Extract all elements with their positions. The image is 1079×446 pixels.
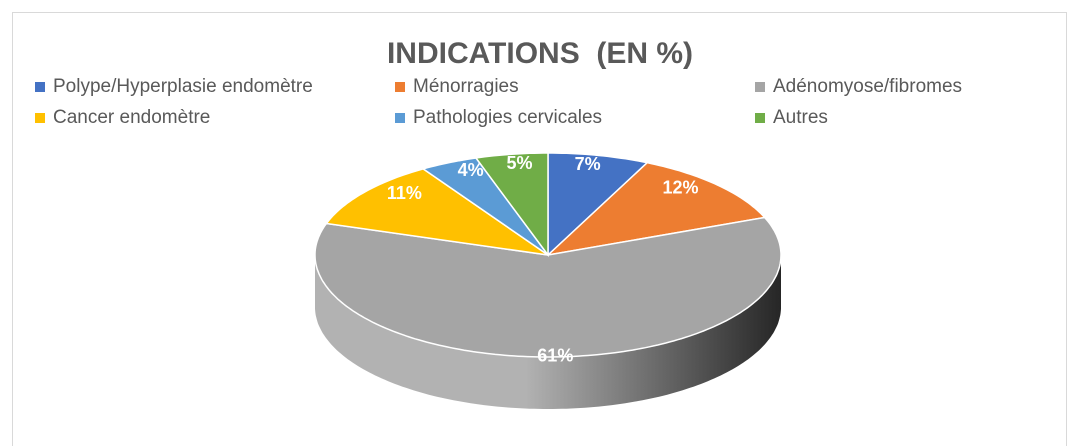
data-label: 5% [507, 153, 533, 173]
legend-label: Autres [773, 107, 828, 128]
legend-label: Adénomyose/fibromes [773, 76, 962, 97]
slice-side [315, 255, 781, 409]
pie-slice [474, 152, 549, 258]
legend-swatch [35, 82, 45, 92]
legend-swatch [35, 113, 45, 123]
pie-slice [421, 157, 549, 256]
legend-label: Ménorragies [413, 76, 519, 97]
data-label: 11% [387, 183, 422, 203]
legend-swatch [395, 82, 405, 92]
pie-slice [314, 216, 782, 358]
data-label: 12% [662, 177, 698, 197]
legend-swatch [395, 113, 405, 123]
pie-slice [545, 161, 767, 257]
data-label: 61% [537, 346, 573, 366]
chart-title: INDICATIONS (EN %) [387, 37, 693, 70]
data-label: 4% [458, 160, 484, 180]
legend-label: Pathologies cervicales [413, 107, 602, 128]
pie-slice [325, 168, 549, 256]
pie-slice [547, 152, 649, 257]
legend-label: Polype/Hyperplasie endomètre [53, 76, 313, 97]
legend-label: Cancer endomètre [53, 107, 210, 128]
legend-swatch [755, 82, 765, 92]
legend-swatch [755, 113, 765, 123]
data-label: 7% [575, 154, 601, 174]
